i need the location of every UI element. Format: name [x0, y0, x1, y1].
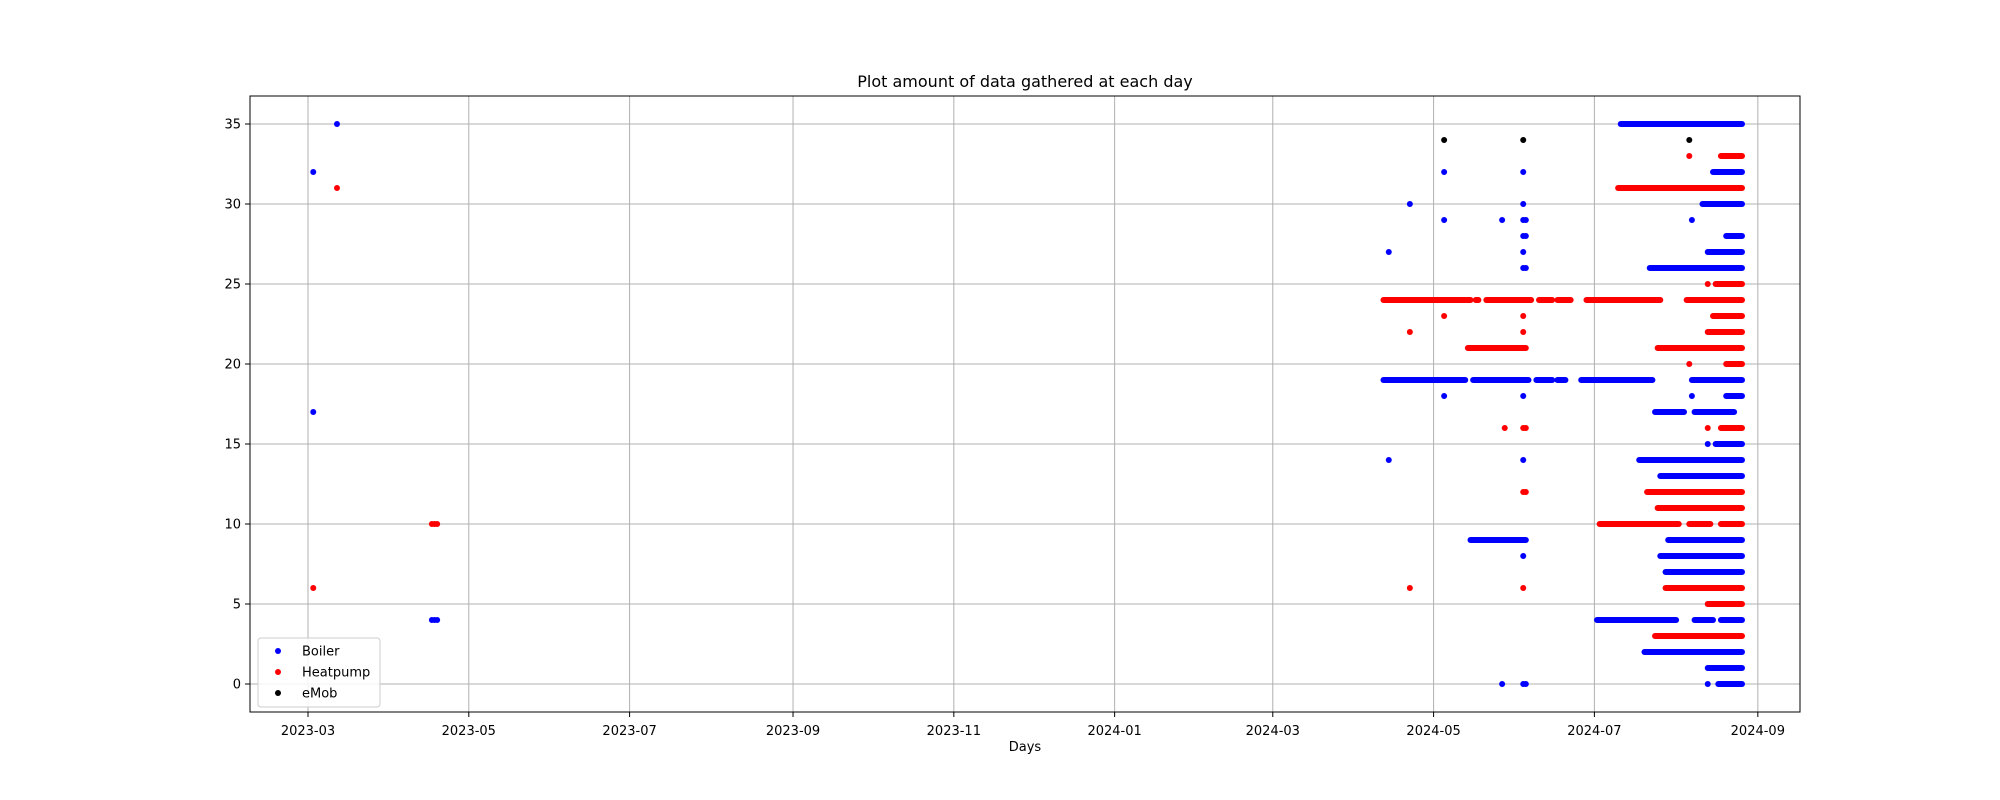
data-point: [1520, 169, 1527, 175]
data-point: [1520, 553, 1527, 559]
data-point: [1686, 361, 1693, 367]
data-point: [1520, 201, 1527, 207]
data-point: [1520, 313, 1527, 319]
data-point: [1501, 425, 1508, 431]
legend-label: Boiler: [302, 645, 340, 660]
data-point: [1441, 137, 1448, 143]
data-point: [1688, 393, 1695, 399]
data-point: [1522, 681, 1529, 687]
data-point: [1520, 329, 1527, 335]
data-point: [1520, 393, 1527, 399]
legend-marker-heatpump: [275, 669, 281, 675]
x-tick-label: 2023-07: [602, 724, 656, 739]
x-tick-label: 2024-05: [1406, 724, 1460, 739]
legend-marker-emob: [275, 690, 281, 696]
data-point: [1704, 281, 1711, 287]
legend-marker-boiler: [275, 648, 281, 654]
data-point: [333, 121, 340, 127]
plot-frame: [249, 95, 1801, 713]
data-point: [1522, 489, 1529, 495]
y-tick-label: 30: [224, 198, 241, 213]
data-point: [434, 617, 441, 623]
data-point: [1704, 441, 1711, 447]
legend-box: [257, 637, 381, 708]
x-axis-label: Days: [1009, 740, 1042, 755]
data-point: [1406, 201, 1413, 207]
series-heatpump: [310, 153, 1746, 639]
y-tick-label: 20: [224, 358, 241, 373]
data-point: [1406, 585, 1413, 591]
series-boiler: [310, 121, 1746, 687]
data-point: [1520, 249, 1527, 255]
data-point: [1441, 313, 1448, 319]
legend-label: Heatpump: [302, 666, 370, 681]
x-tick-label: 2023-03: [281, 724, 335, 739]
y-tick-label: 5: [233, 598, 241, 613]
series-emob: [1441, 137, 1693, 143]
data-point: [310, 409, 317, 415]
x-tick-label: 2024-03: [1246, 724, 1300, 739]
data-point: [1441, 169, 1448, 175]
data-point: [1686, 137, 1693, 143]
plot-area: [310, 121, 1746, 687]
y-axis: 0 5 10 15 20 25 30 35: [224, 118, 250, 693]
x-tick-label: 2023-11: [927, 724, 981, 739]
x-tick-label: 2024-01: [1087, 724, 1141, 739]
data-point: [1704, 681, 1711, 687]
y-tick-label: 0: [233, 678, 241, 693]
data-point: [1522, 217, 1529, 223]
data-point: [1385, 249, 1392, 255]
x-tick-label: 2024-07: [1567, 724, 1621, 739]
data-point: [310, 169, 317, 175]
data-point: [1704, 425, 1711, 431]
data-point: [1441, 217, 1448, 223]
data-point: [1522, 265, 1529, 271]
data-point: [1441, 393, 1448, 399]
data-point: [1406, 329, 1413, 335]
data-point: [333, 185, 340, 191]
data-point: [1520, 585, 1527, 591]
legend: Boiler Heatpump eMob: [257, 637, 381, 708]
chart-title: Plot amount of data gathered at each day: [857, 72, 1193, 91]
legend-label: eMob: [302, 687, 337, 702]
x-tick-label: 2023-09: [766, 724, 820, 739]
data-point: [434, 521, 441, 527]
y-tick-label: 15: [224, 438, 241, 453]
data-point: [1499, 217, 1506, 223]
y-tick-label: 35: [224, 118, 241, 133]
data-point: [1522, 233, 1529, 239]
data-point: [1686, 153, 1693, 159]
data-point: [1385, 457, 1392, 463]
x-axis: 2023-03 2023-05 2023-07 2023-09 2023-11 2024-…: [281, 712, 1785, 739]
x-tick-label: 2024-09: [1731, 724, 1785, 739]
data-point: [1499, 681, 1506, 687]
y-tick-label: 25: [224, 278, 241, 293]
data-point: [310, 585, 317, 591]
data-point: [1520, 457, 1527, 463]
data-point: [1520, 137, 1527, 143]
data-point: [1688, 217, 1695, 223]
y-tick-label: 10: [224, 518, 241, 533]
x-tick-label: 2023-05: [442, 724, 496, 739]
grid-lines: [250, 96, 1800, 712]
data-point: [1522, 425, 1529, 431]
